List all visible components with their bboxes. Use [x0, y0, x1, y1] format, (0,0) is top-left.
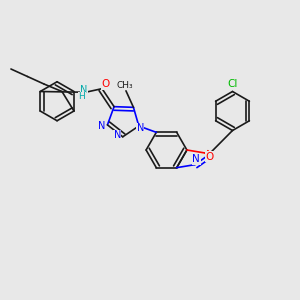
Text: N: N — [98, 122, 106, 131]
Text: N: N — [136, 123, 144, 134]
Text: O: O — [206, 152, 214, 162]
Text: CH₃: CH₃ — [116, 81, 133, 90]
Text: N: N — [114, 130, 121, 140]
Text: N: N — [193, 154, 200, 164]
Text: N: N — [80, 85, 88, 95]
Text: Cl: Cl — [227, 79, 238, 89]
Text: O: O — [101, 79, 110, 89]
Text: H: H — [79, 92, 85, 101]
